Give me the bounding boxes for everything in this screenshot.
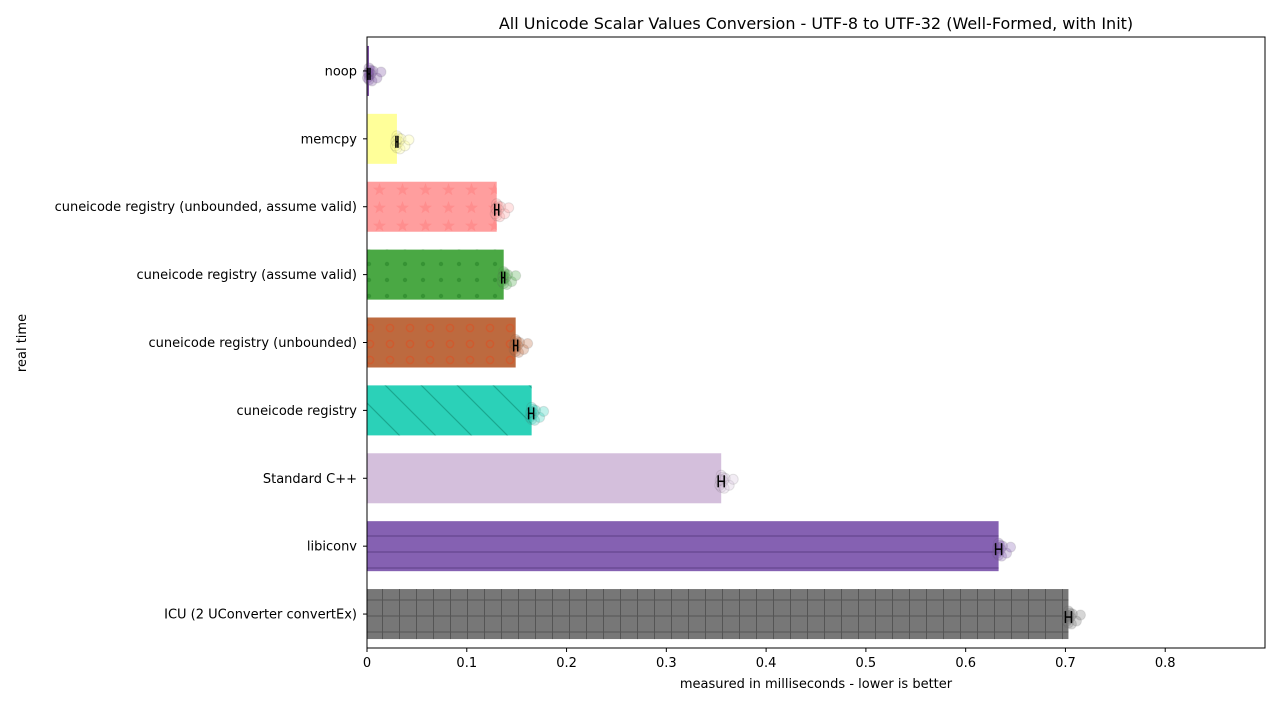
y-tick-label: cuneicode registry (unbounded)	[149, 336, 358, 351]
x-tick-label: 0.8	[1155, 656, 1176, 671]
y-tick-label: cuneicode registry	[236, 404, 357, 419]
bar-hatch	[367, 181, 497, 232]
sample-point	[524, 411, 536, 423]
y-tick-label: cuneicode registry (unbounded, assume va…	[55, 200, 357, 215]
x-tick-label: 0.1	[456, 656, 477, 671]
x-tick-label: 0.3	[656, 656, 677, 671]
sample-point	[513, 347, 525, 358]
x-tick-label: 0.4	[756, 656, 777, 671]
sample-point	[727, 473, 739, 485]
sample-point	[518, 344, 530, 355]
sample-point	[399, 140, 411, 152]
sample-point	[529, 414, 541, 426]
sample-point	[494, 211, 506, 223]
bar-group	[361, 45, 387, 96]
y-tick-label: Standard C++	[263, 472, 357, 487]
bar	[367, 453, 722, 504]
sample-point	[499, 208, 511, 220]
axes-frame	[366, 36, 1266, 649]
sample-point	[534, 411, 546, 423]
x-tick-label: 0.7	[1055, 656, 1076, 671]
x-tick-label: 0.2	[556, 656, 577, 671]
sample-point	[391, 130, 403, 142]
sample-point	[538, 405, 550, 417]
bar-group	[367, 181, 515, 232]
sample-point	[1005, 541, 1017, 553]
sample-point	[403, 134, 415, 146]
sample-point	[363, 66, 375, 78]
y-axis-label: real time	[15, 314, 30, 372]
y-tick-label: libiconv	[307, 540, 357, 555]
y-tick-label: memcpy	[301, 132, 358, 147]
sample-point	[1074, 609, 1086, 621]
bar-group	[367, 385, 550, 436]
sample-point	[375, 66, 387, 78]
y-tick-label: noop	[325, 64, 357, 79]
sample-point	[391, 138, 403, 150]
bar-group	[367, 113, 415, 164]
x-tick-label: 0.6	[955, 656, 976, 671]
sample-point	[391, 134, 403, 146]
y-tick-label: ICU (2 UConverter convertEx)	[164, 608, 357, 623]
bar-group	[367, 589, 1086, 640]
plot-area: noop memcpy cuneicode registry (unbounded,…	[55, 36, 1266, 671]
x-tick-label: 0	[363, 656, 371, 671]
bar-hatch	[367, 317, 516, 368]
sample-point	[391, 142, 403, 154]
sample-point	[371, 72, 383, 84]
sample-point	[363, 70, 375, 82]
x-tick-label: 0.5	[856, 656, 877, 671]
bar-hatch	[367, 385, 532, 436]
bar-hatch	[367, 249, 504, 300]
bar-hatch	[367, 589, 1069, 640]
bar-group	[367, 521, 1017, 572]
sample-point	[500, 272, 512, 284]
sample-point	[503, 202, 515, 214]
sample-point	[506, 276, 518, 288]
chart-title: All Unicode Scalar Values Conversion - U…	[499, 14, 1133, 33]
bar-group	[367, 453, 739, 504]
y-tick-label: cuneicode registry (assume valid)	[136, 268, 357, 283]
bar-group	[367, 317, 534, 368]
bar	[367, 113, 397, 164]
sample-point	[363, 74, 375, 86]
bar-group	[367, 249, 522, 300]
bar-hatch	[367, 521, 999, 572]
sample-point	[522, 338, 534, 349]
sample-point	[510, 270, 522, 282]
x-axis-label: measured in milliseconds - lower is bett…	[680, 677, 953, 692]
